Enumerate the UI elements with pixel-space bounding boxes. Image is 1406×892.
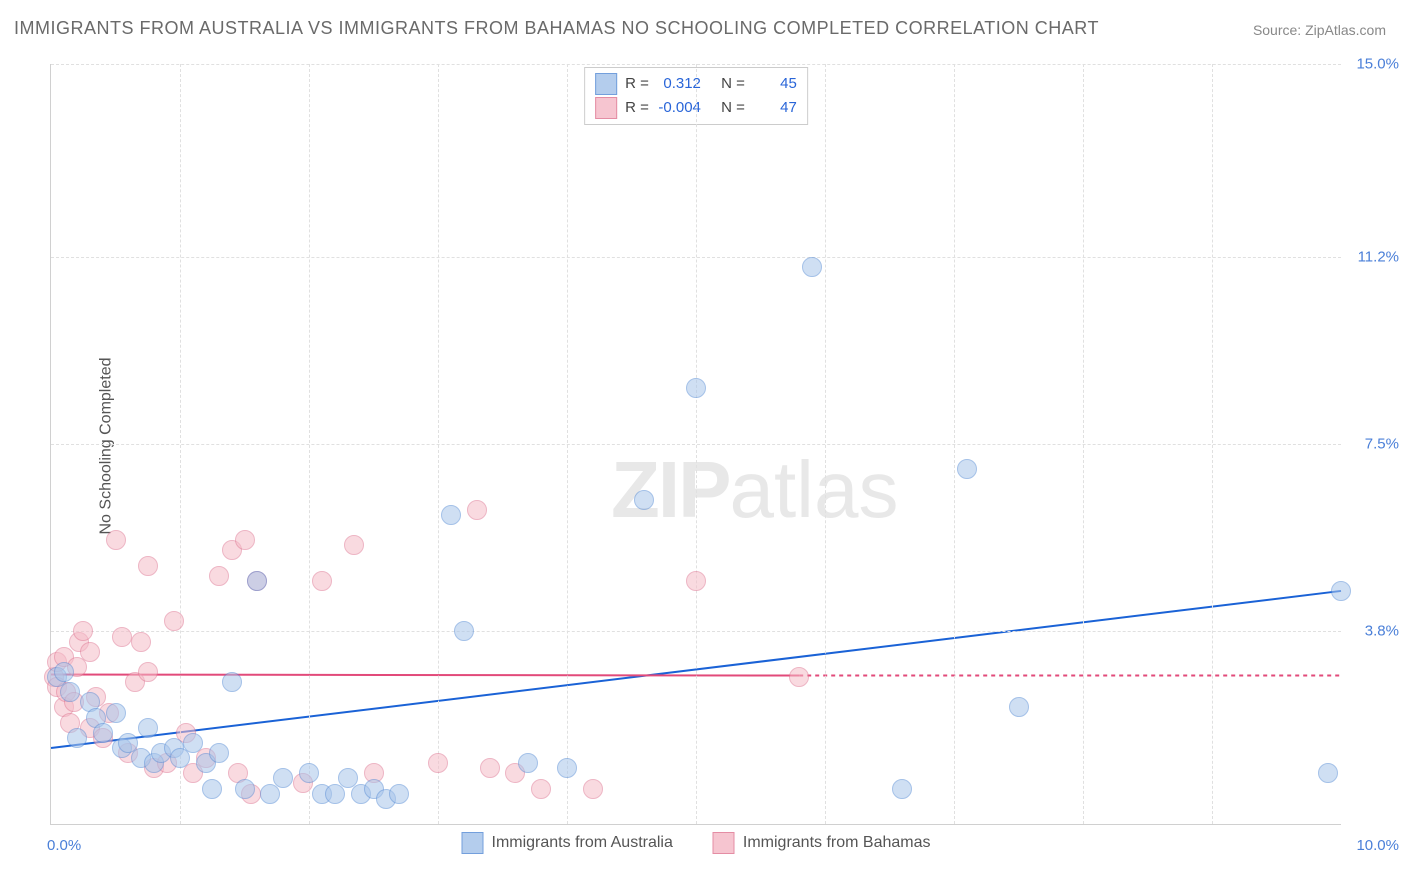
australia-point (557, 758, 577, 778)
australia-point (60, 682, 80, 702)
bahamas-point (209, 566, 229, 586)
australia-point (273, 768, 293, 788)
bahamas-point (112, 627, 132, 647)
bahamas-point (138, 662, 158, 682)
swatch-australia-bottom (462, 832, 484, 854)
gridline-v (696, 64, 697, 824)
australia-point (1318, 763, 1338, 783)
source-label: Source: ZipAtlas.com (1253, 22, 1386, 38)
bahamas-point (312, 571, 332, 591)
australia-point (802, 257, 822, 277)
australia-point (183, 733, 203, 753)
trend-line (51, 675, 799, 676)
bahamas-point (467, 500, 487, 520)
bahamas-point (138, 556, 158, 576)
chart-title: IMMIGRANTS FROM AUSTRALIA VS IMMIGRANTS … (14, 18, 1099, 39)
australia-point (138, 718, 158, 738)
bahamas-point (428, 753, 448, 773)
ytick-label: 11.2% (1358, 248, 1399, 265)
australia-point (634, 490, 654, 510)
bahamas-point (235, 530, 255, 550)
bahamas-point (583, 779, 603, 799)
australia-point (235, 779, 255, 799)
australia-point (209, 743, 229, 763)
bahamas-point (73, 621, 93, 641)
ytick-label: 7.5% (1365, 436, 1399, 453)
gridline-v (1212, 64, 1213, 824)
bahamas-point (106, 530, 126, 550)
australia-point (454, 621, 474, 641)
australia-point (441, 505, 461, 525)
australia-point (1009, 697, 1029, 717)
series-legend: Immigrants from Australia Immigrants fro… (462, 832, 931, 854)
bahamas-point (344, 535, 364, 555)
gridline-v (954, 64, 955, 824)
gridline-v (567, 64, 568, 824)
australia-point (222, 672, 242, 692)
australia-point (93, 723, 113, 743)
ytick-label: 15.0% (1356, 56, 1399, 73)
australia-point (686, 378, 706, 398)
australia-point (202, 779, 222, 799)
bahamas-point (531, 779, 551, 799)
plot-area: ZIPatlas R = 0.312 N = 45 R = -0.004 N =… (50, 64, 1341, 825)
bahamas-point (131, 632, 151, 652)
australia-point (389, 784, 409, 804)
gridline-v (309, 64, 310, 824)
legend-item-bahamas: Immigrants from Bahamas (713, 832, 931, 854)
gridline-v (180, 64, 181, 824)
xtick-max: 10.0% (1356, 837, 1399, 854)
gridline-v (1083, 64, 1084, 824)
bahamas-point (789, 667, 809, 687)
legend-label-bahamas: Immigrants from Bahamas (743, 834, 931, 852)
bahamas-point (80, 642, 100, 662)
swatch-bahamas-bottom (713, 832, 735, 854)
australia-point (299, 763, 319, 783)
australia-point (247, 571, 267, 591)
gridline-v (825, 64, 826, 824)
bahamas-point (686, 571, 706, 591)
bahamas-point (164, 611, 184, 631)
gridline-v (438, 64, 439, 824)
australia-point (518, 753, 538, 773)
australia-point (67, 728, 87, 748)
bahamas-point (480, 758, 500, 778)
australia-point (1331, 581, 1351, 601)
legend-label-australia: Immigrants from Australia (492, 834, 673, 852)
legend-item-australia: Immigrants from Australia (462, 832, 673, 854)
xtick-min: 0.0% (47, 837, 81, 854)
australia-point (892, 779, 912, 799)
australia-point (54, 662, 74, 682)
australia-point (106, 703, 126, 723)
ytick-label: 3.8% (1365, 623, 1399, 640)
australia-point (957, 459, 977, 479)
